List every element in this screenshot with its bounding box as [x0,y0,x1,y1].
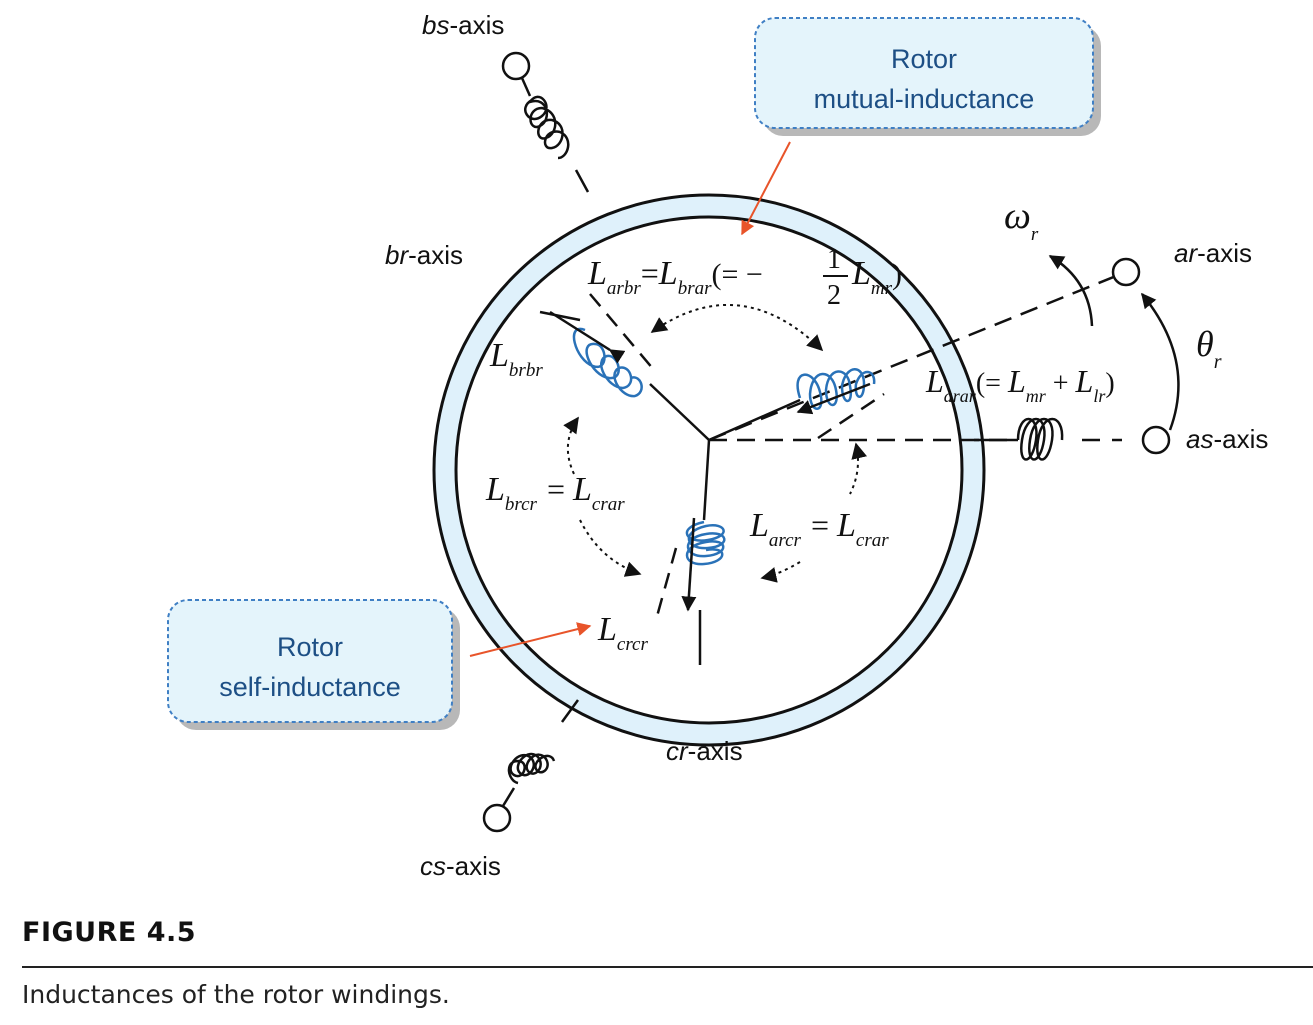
mutual-inductance-brcr: Lbrcr = Lcrar [485,471,625,515]
self-inductance-crcr: Lcrcr [597,611,648,655]
as-axis-label: as-axis [1186,424,1268,454]
ar-axis-label: ar-axis [1174,238,1252,268]
callout-mutual-line1: Rotor [891,44,957,74]
svg-text:Larbr=Lbrar(= −: Larbr=Lbrar(= − [587,255,763,299]
callout-self-pointer [469,622,592,657]
ar-axis-dash [817,392,885,440]
theta-r-symbol: θr [1196,324,1222,373]
figure-divider [22,966,1313,968]
rotor-inductance-diagram: bs-axis br-axis ar-axis as-axis cr-axis … [167,10,1268,881]
callout-mutual-line2: mutual-inductance [814,84,1035,114]
br-axis-label: br-axis [385,240,463,270]
svg-text:1: 1 [827,244,841,275]
figure-caption: Inductances of the rotor windings. [22,980,450,1009]
callout-self-inductance: Rotor self-inductance [167,599,460,730]
ar-axis-terminal [1111,257,1141,287]
omega-r-symbol: ωr [1004,195,1039,245]
svg-text:Lmr): Lmr) [851,255,902,299]
rotor-y-connection [539,310,801,665]
rotor-coil-ar [796,368,876,410]
callout-self-line1: Rotor [277,632,343,662]
stator-winding-cs [482,699,580,833]
br-axis-arrow [549,310,626,364]
ar-axis-arrow [796,382,871,415]
callout-mutual-inductance: Rotor mutual-inductance [754,17,1101,136]
bs-axis-label: bs-axis [422,10,504,40]
rotor-coil-cr [685,520,726,566]
rotor-disk [454,215,964,725]
cs-axis-label: cs-axis [420,851,501,881]
callout-self-line2: self-inductance [219,672,401,702]
rotor-coil-br [572,327,643,398]
ar-axis-line [708,270,1127,442]
svg-text:2: 2 [827,280,841,311]
omega-rotation-arrow [1048,254,1094,327]
mutual-inductance-arcr: Larcr = Lcrar [749,507,889,551]
mutual-inductance-equation: Larbr=Lbrar(= − 1 2 Lmr) [587,244,902,311]
cr-axis-label: cr-axis [666,736,743,766]
stator-winding-bs [501,51,590,193]
theta-angle-arrow [1141,292,1180,431]
cr-axis-dash [654,547,678,621]
figure-label: FIGURE 4.5 [22,917,197,948]
self-inductance-brbr: Lbrbr [489,337,543,381]
br-axis-dash [589,293,655,371]
mutual-inductance-arrows [563,304,868,583]
callout-mutual-pointer [741,141,791,236]
cr-axis-arrow [681,517,697,612]
self-inductance-arar: Larar(= Lmr + Llr) [925,363,1115,406]
